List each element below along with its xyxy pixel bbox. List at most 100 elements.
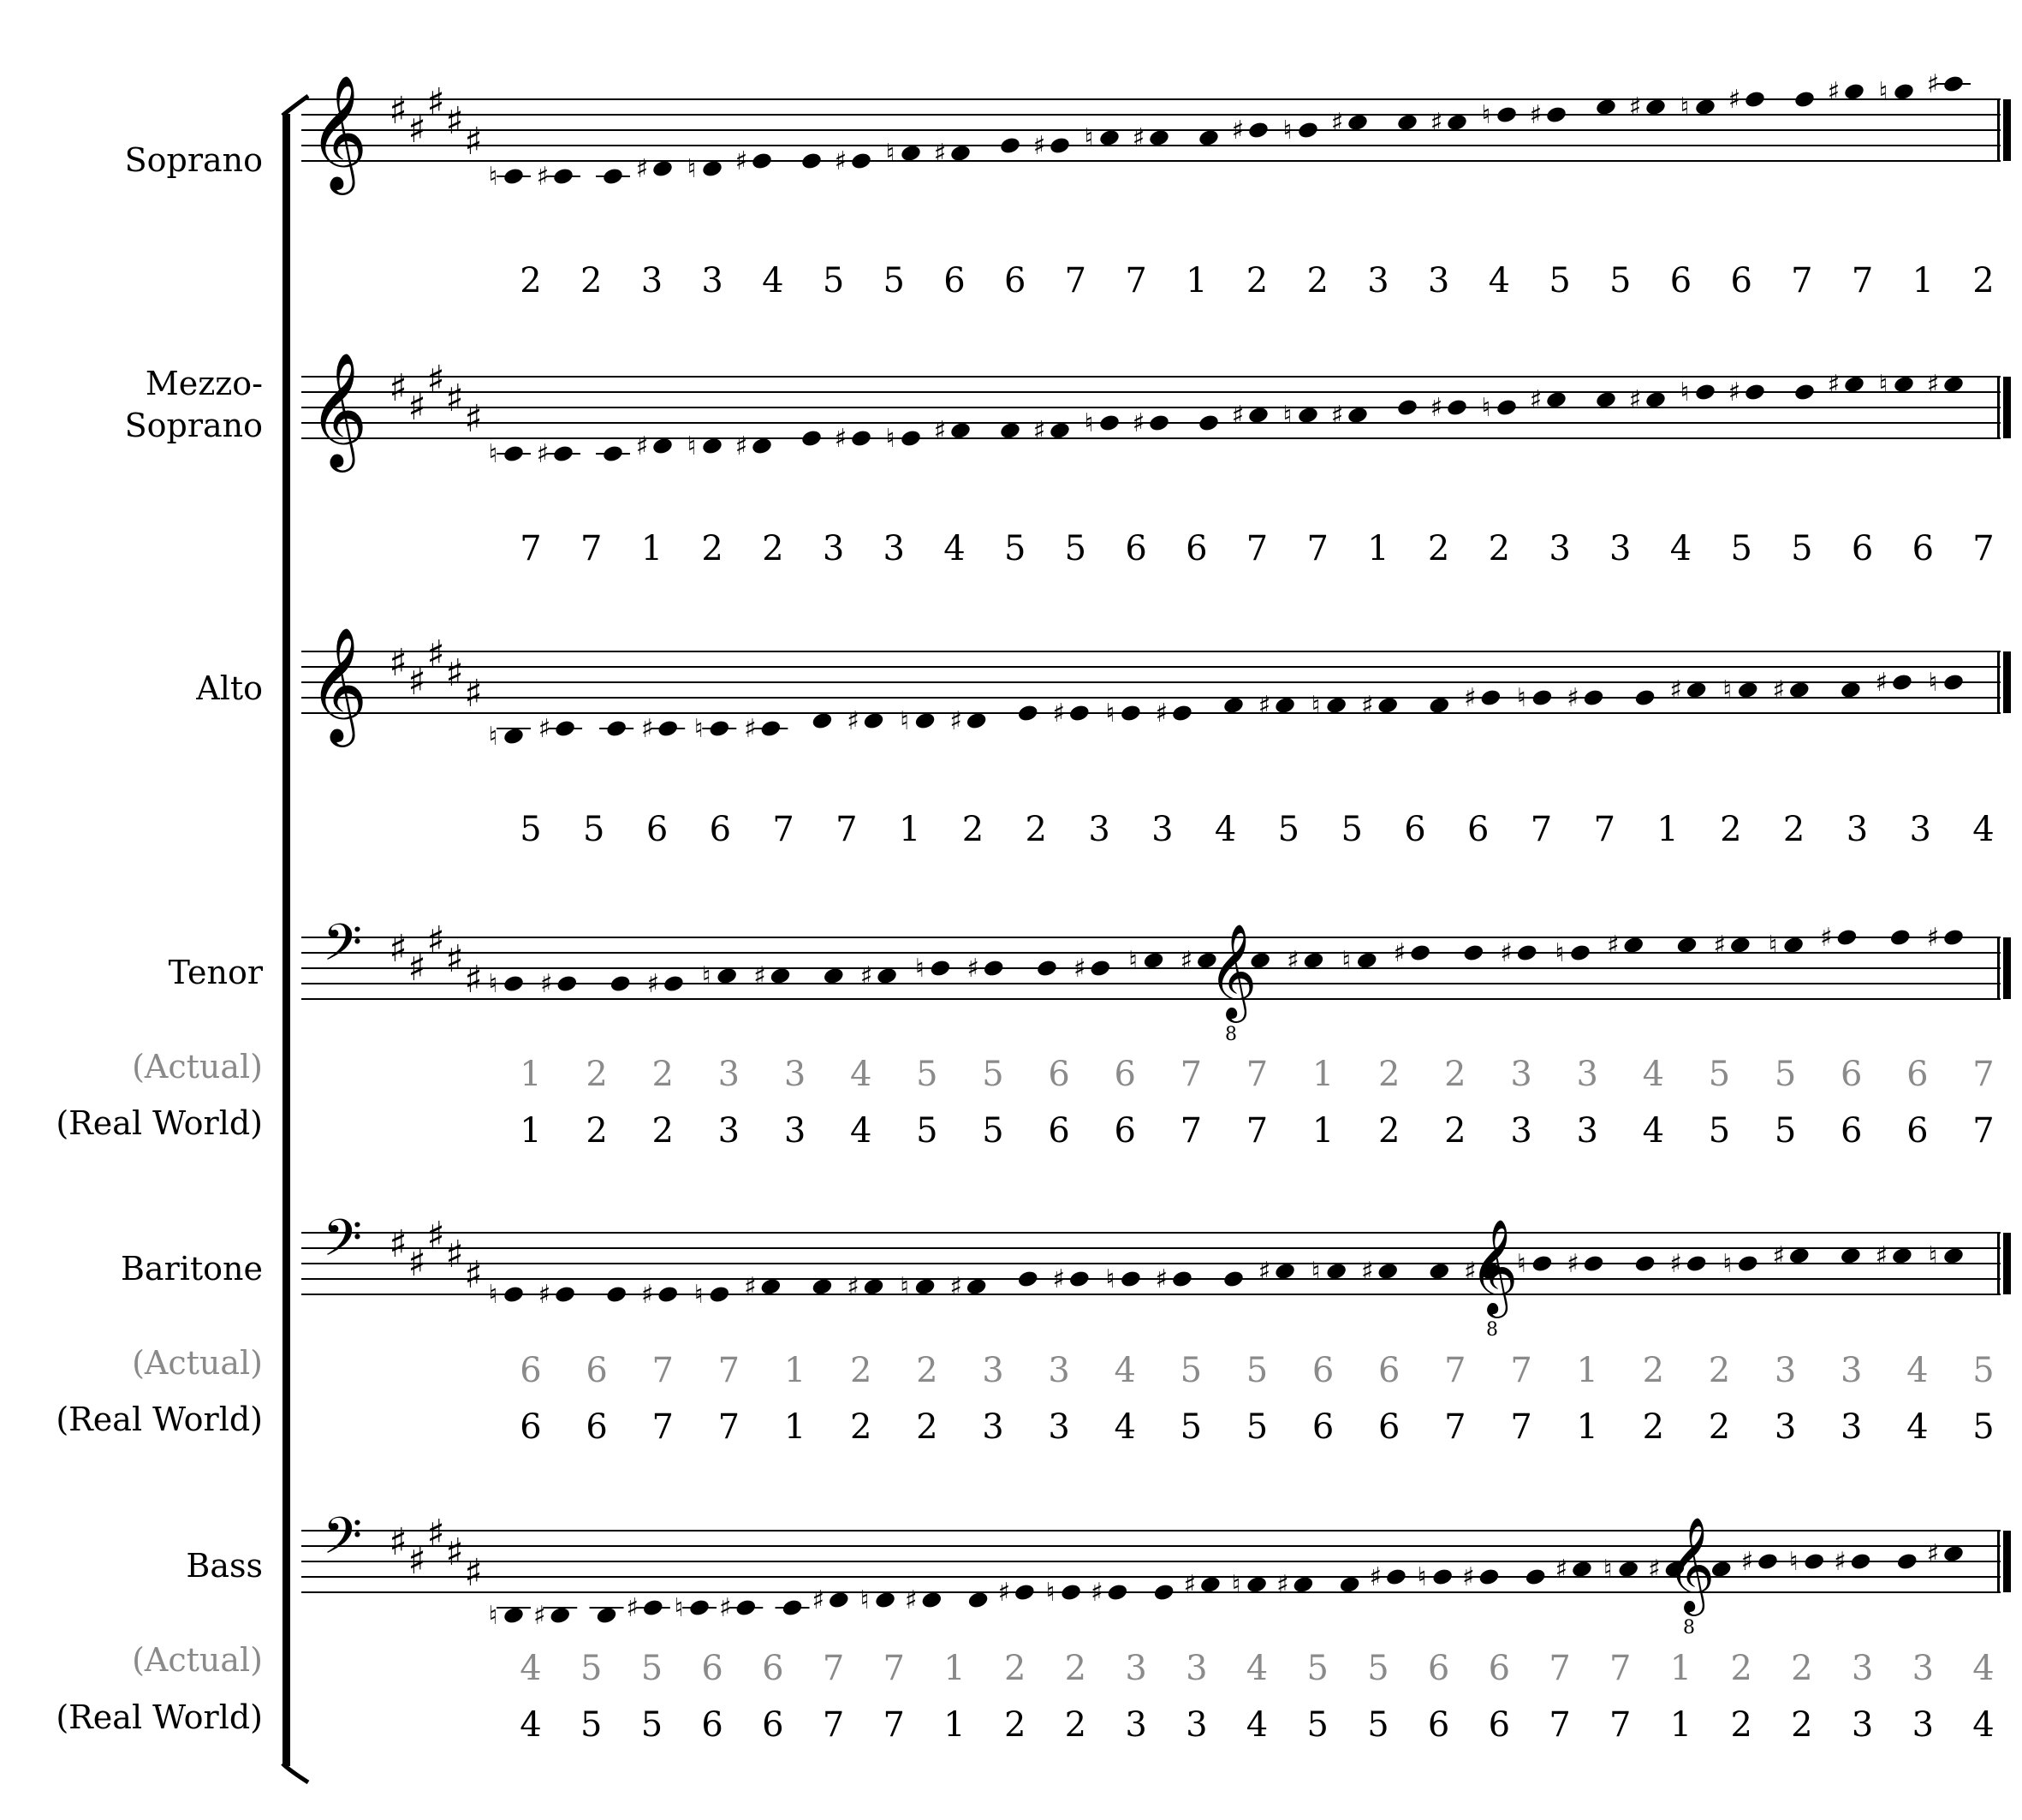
jianpu-number: 3 [718,1111,740,1151]
note-head [1532,690,1552,705]
note-head [597,1608,616,1623]
jianpu-number: 3 [1909,810,1930,849]
note-head [770,968,790,984]
jianpu-number: 6 [1115,1055,1136,1094]
jianpu-number: 7 [1125,261,1146,300]
jianpu-number: 5 [1306,1705,1328,1745]
jianpu-number: 7 [1246,529,1268,568]
jianpu-number: 6 [1428,1649,1449,1688]
note-head [1712,1561,1731,1577]
jianpu-number: 3 [1367,261,1389,300]
sharp-icon: ♯ [905,1585,918,1615]
jianpu-number: 6 [701,1649,723,1688]
note-head [1635,690,1655,705]
jianpu-number: 2 [1004,1649,1026,1688]
jianpu-number: 3 [982,1351,1003,1390]
note-head [1378,698,1397,713]
note-head [1348,407,1367,423]
sharp-icon: ♯ [1876,1241,1888,1271]
natural-icon: ♮ [1085,408,1094,438]
jianpu-number: 7 [1609,1649,1631,1688]
sharp-icon: ♯ [1462,1562,1475,1592]
natural-icon: ♮ [886,139,895,169]
note-head [717,968,736,984]
sharp-icon: ♯ [1834,1547,1847,1577]
jianpu-number: 6 [1312,1407,1334,1447]
natural-icon: ♮ [489,722,498,752]
natural-icon: ♮ [1789,1547,1799,1577]
jianpu-number: 6 [1906,1111,1928,1151]
note-head [1677,937,1697,953]
jianpu-number: 3 [1088,810,1109,849]
jianpu-number: 1 [784,1351,806,1390]
jianpu-number: 5 [982,1111,1003,1151]
sublabel-actual: (Actual) [132,1048,263,1085]
jianpu-number: 4 [1906,1407,1928,1447]
jianpu-number: 2 [1783,810,1805,849]
natural-icon: ♮ [1283,401,1293,431]
jianpu-number: 2 [1306,261,1328,300]
jianpu-number: 6 [586,1351,607,1390]
sharp-icon: ♯ [537,439,550,469]
note-head [504,729,523,744]
key-signature: ♯ ♯♯ ♯ ♯ [389,919,482,1002]
note-sequence: ♮ ♯ ♯ ♮ ♯ ♯ ♮ ♯ ♯ ♮ ♯ ♯ ♮ ♯ ♯ ♮ ♯ ♯ ♮ ♯ ♯ ♮ [489,1241,1963,1310]
sharp-icon: ♯ [1648,1555,1661,1585]
note-head [1745,384,1764,400]
sublabel-actual: (Actual) [132,1641,263,1679]
jianpu-number: 7 [718,1407,740,1447]
note-head [1944,1546,1963,1561]
staff-mezzo: 𝄞 ♯ ♯♯ ♯ ♯♮ ♯ ♯ ♮ ♯ ♯ ♮ ♯ ♯ ♮ ♯ ♯ ♮ ♯ ♯ ♮ ♯ ♯ ♮ ♯ ♯ ♮ ♯7 7 1 2 2 3 3 4 5 5 6… [301,352,2011,568]
jianpu-number: 5 [1775,1055,1796,1094]
label-line: Mezzo- [145,365,263,402]
sharp-icon: ♯ [1430,108,1443,138]
sharp-icon: ♯ [426,633,444,676]
jianpu-row: 6 6 7 7 1 2 2 3 3 4 5 5 6 6 7 7 1 2 2 3 3 4 5 [520,1407,1994,1447]
note-head [1121,705,1140,721]
label-bass: Bass [186,1545,263,1587]
jianpu-number: 6 [1841,1055,1862,1094]
jianpu-number: 7 [1852,261,1873,300]
sharp-icon: ♯ [445,1531,463,1574]
note-head [1805,1554,1823,1569]
barline-thick [2003,377,2011,438]
sharp-icon: ♯ [1927,923,1940,953]
natural-icon: ♮ [1680,378,1690,407]
note-head [1893,675,1912,690]
note-head [1784,937,1803,953]
jianpu-number: 6 [1378,1351,1400,1390]
jianpu-number: 7 [1549,1649,1570,1688]
note-head [1387,1569,1406,1585]
natural-icon: ♮ [1341,946,1351,976]
natural-icon: ♮ [489,969,498,999]
sharp-icon: ♯ [407,1241,425,1285]
jianpu-number: 3 [1048,1351,1069,1390]
jianpu-number: 5 [1367,1649,1389,1688]
jianpu-number: 2 [652,1111,674,1151]
jianpu-number: 4 [1670,529,1692,568]
jianpu-number: 7 [883,1649,905,1688]
note-head [1635,1256,1655,1271]
jianpu-number: 1 [520,1055,541,1094]
jianpu-number: 5 [1972,1407,1994,1447]
sharp-icon: ♯ [1394,938,1406,968]
note-head [1015,1585,1034,1600]
note-head [1696,384,1715,400]
sharp-icon: ♯ [934,416,947,446]
note-head [1845,84,1864,99]
note-head [1696,99,1715,115]
note-head [1070,705,1089,721]
note-head [951,423,970,438]
jianpu-number: 5 [520,810,541,849]
jianpu-number: 3 [1549,529,1570,568]
note-head [653,438,672,454]
sharp-icon: ♯ [445,651,463,695]
label-tenor: Tenor [169,952,263,994]
note-head [931,961,950,976]
sharp-icon: ♯ [1156,1264,1169,1294]
note-head [557,976,576,991]
sharp-icon: ♯ [426,358,444,401]
sharp-icon: ♯ [812,1585,825,1615]
jianpu-number: 3 [1186,1649,1207,1688]
jianpu-number: 5 [1306,1649,1328,1688]
